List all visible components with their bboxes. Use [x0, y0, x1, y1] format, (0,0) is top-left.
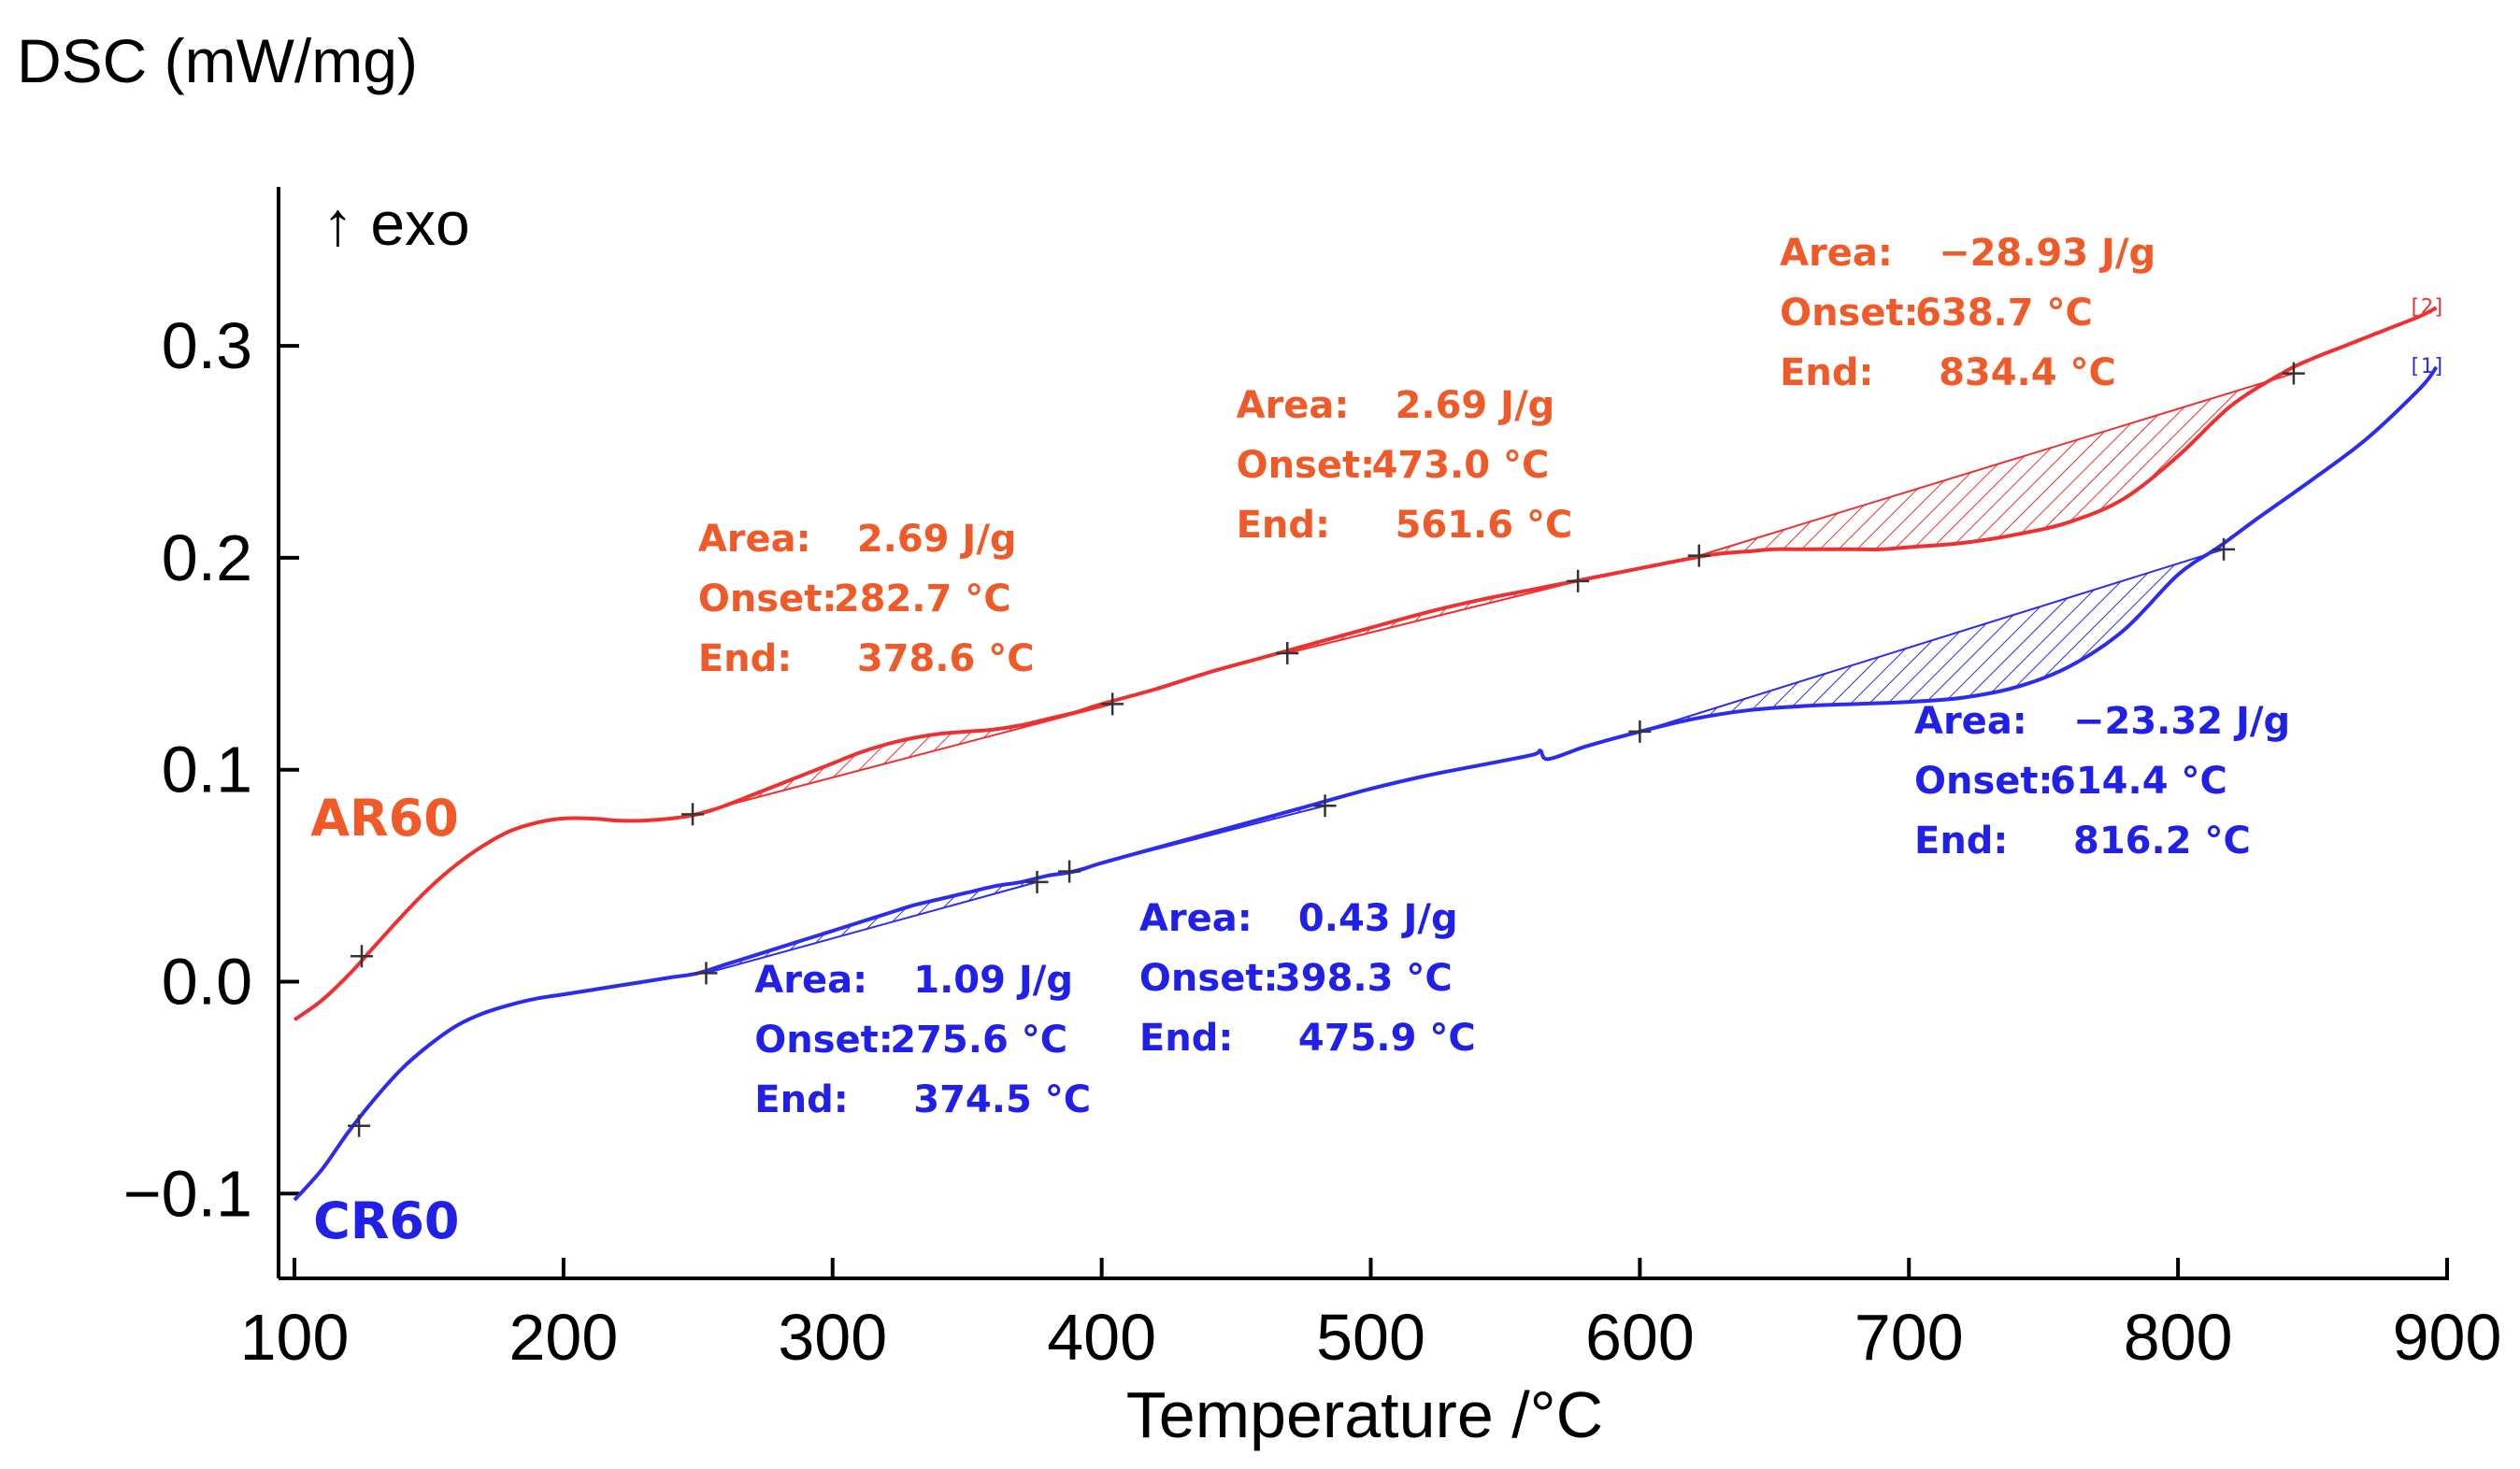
- annotation-value: −23.32 J/g: [2073, 700, 2290, 743]
- dsc-curves: [293, 306, 2439, 1202]
- annotation-value: 614.4 °C: [2050, 760, 2227, 803]
- curve-end-marker-cr60: [1]: [2408, 355, 2445, 378]
- annotation-value: 834.4 °C: [1939, 351, 2116, 394]
- annotation-label: Area:: [1237, 384, 1350, 427]
- y-tick-label: 0.1: [162, 734, 252, 806]
- peak-annotation: Area: 2.69 J/g Onset:473.0 °C End: 561.6 °C: [1237, 384, 1573, 547]
- annotation-label: Area:: [1780, 232, 1893, 275]
- integration-marker: [348, 1114, 371, 1137]
- curve-ar60: [293, 306, 2438, 1021]
- annotation-value: −28.93 J/g: [1939, 232, 2155, 275]
- integration-marker: [350, 945, 373, 968]
- annotation-label: End:: [698, 637, 792, 680]
- annotation-label: Onset:: [1914, 760, 2054, 803]
- integration-marker: [2282, 362, 2305, 385]
- peak-area-cr60: [706, 877, 1038, 974]
- y-tick-label: 0.3: [162, 309, 252, 382]
- peak-baseline: [706, 880, 1038, 975]
- annotation-label: End:: [1139, 1017, 1233, 1060]
- annotation-value: 473.0 °C: [1372, 444, 1550, 487]
- annotation-value: 398.3 °C: [1275, 957, 1453, 1000]
- annotation-value: 374.5 °C: [913, 1078, 1091, 1121]
- annotation-label: Area:: [1914, 700, 2027, 743]
- integration-marker: [694, 962, 718, 985]
- curve-end-markers: [2] [1]: [2408, 295, 2445, 378]
- integration-marker: [1058, 860, 1081, 883]
- annotation-value: 2.69 J/g: [1396, 384, 1555, 427]
- curve-end-marker-ar60: [2]: [2408, 295, 2445, 319]
- integration-marker: [1687, 544, 1711, 567]
- annotation-label: Onset:: [698, 578, 838, 620]
- x-tick-label: 900: [2393, 1301, 2502, 1374]
- annotation-label: Area:: [1139, 897, 1253, 940]
- peak-annotation: Area: 0.43 J/g Onset:398.3 °C End: 475.9 °C: [1139, 897, 1476, 1060]
- annotation-value: 475.9 °C: [1298, 1017, 1476, 1060]
- annotation-value: 275.6 °C: [890, 1019, 1067, 1062]
- annotation-label: End:: [1237, 504, 1330, 547]
- series-label-cr60: CR60: [313, 1191, 459, 1250]
- annotation-label: End:: [1780, 351, 1873, 394]
- y-ticks: −0.1 0.0 0.1 0.2 0.3: [123, 309, 299, 1230]
- peak-baseline: [1287, 579, 1579, 654]
- annotation-value: 816.2 °C: [2073, 820, 2251, 863]
- x-tick-label: 200: [508, 1301, 618, 1374]
- integration-marker: [1628, 720, 1652, 743]
- peak-annotation: Area: 1.09 J/g Onset:275.6 °C End: 374.5 °C: [754, 959, 1091, 1121]
- integration-marker: [1567, 569, 1590, 592]
- annotation-value: 282.7 °C: [834, 578, 1011, 620]
- x-tick-label: 500: [1316, 1301, 1425, 1374]
- integration-marker: [1101, 692, 1124, 716]
- integration-marker: [1276, 641, 1299, 664]
- y-tick-label: 0.2: [162, 521, 252, 594]
- exo-label: ↑ exo: [322, 189, 470, 258]
- integration-marker: [2212, 537, 2236, 561]
- x-axis-title: Temperature /°C: [1126, 1378, 1603, 1451]
- peak-baseline: [692, 703, 1113, 816]
- x-tick-label: 400: [1047, 1301, 1156, 1374]
- peak-annotation: Area: −28.93 J/g Onset:638.7 °C End: 834.4 °…: [1780, 232, 2155, 394]
- annotation-label: Onset:: [754, 1019, 894, 1062]
- peak-annotation: Area: −23.32 J/g Onset:614.4 °C End: 816.2 °…: [1914, 700, 2290, 863]
- plot-area: ↑ exo: [277, 187, 2449, 1280]
- annotation-value: 2.69 J/g: [857, 518, 1017, 561]
- annotation-value: 1.09 J/g: [913, 959, 1073, 1002]
- peak-areas: [692, 367, 2295, 975]
- integration-marker: [1313, 794, 1337, 818]
- peak-annotation: Area: 2.69 J/g Onset:282.7 °C End: 378.6 °C: [698, 518, 1035, 680]
- y-tick-label: −0.1: [123, 1157, 252, 1230]
- curve-cr60: [293, 365, 2439, 1202]
- x-tick-label: 300: [778, 1301, 887, 1374]
- annotation-label: Area:: [754, 959, 867, 1002]
- annotation-label: Area:: [698, 518, 811, 561]
- annotation-label: Onset:: [1237, 444, 1376, 487]
- annotation-label: Onset:: [1139, 957, 1279, 1000]
- annotation-value: 561.6 °C: [1396, 504, 1573, 547]
- x-ticks: 100 200 300 400 500 600 700 800 900: [240, 1258, 2502, 1374]
- integration-marker: [1025, 870, 1049, 893]
- x-tick-label: 100: [240, 1301, 350, 1374]
- integration-markers: [348, 362, 2305, 1137]
- y-tick-label: 0.0: [162, 945, 252, 1018]
- peak-baseline: [1639, 548, 2225, 733]
- annotation-value: 638.7 °C: [1915, 292, 2093, 335]
- peak-baseline: [1698, 372, 2295, 557]
- x-tick-label: 800: [2124, 1301, 2233, 1374]
- series-labels: AR60 CR60: [310, 789, 459, 1250]
- annotation-label: End:: [1914, 820, 2008, 863]
- annotation-label: End:: [754, 1078, 848, 1121]
- peak-area-cr60: [1639, 543, 2225, 732]
- x-tick-label: 600: [1585, 1301, 1695, 1374]
- annotation-value: 378.6 °C: [857, 637, 1035, 680]
- integration-marker: [681, 803, 705, 826]
- annotation-label: Onset:: [1780, 292, 1919, 335]
- chart-title: DSC (mW/mg): [17, 26, 418, 95]
- annotation-value: 0.43 J/g: [1298, 897, 1458, 940]
- series-label-ar60: AR60: [310, 789, 459, 848]
- x-tick-label: 700: [1854, 1301, 1964, 1374]
